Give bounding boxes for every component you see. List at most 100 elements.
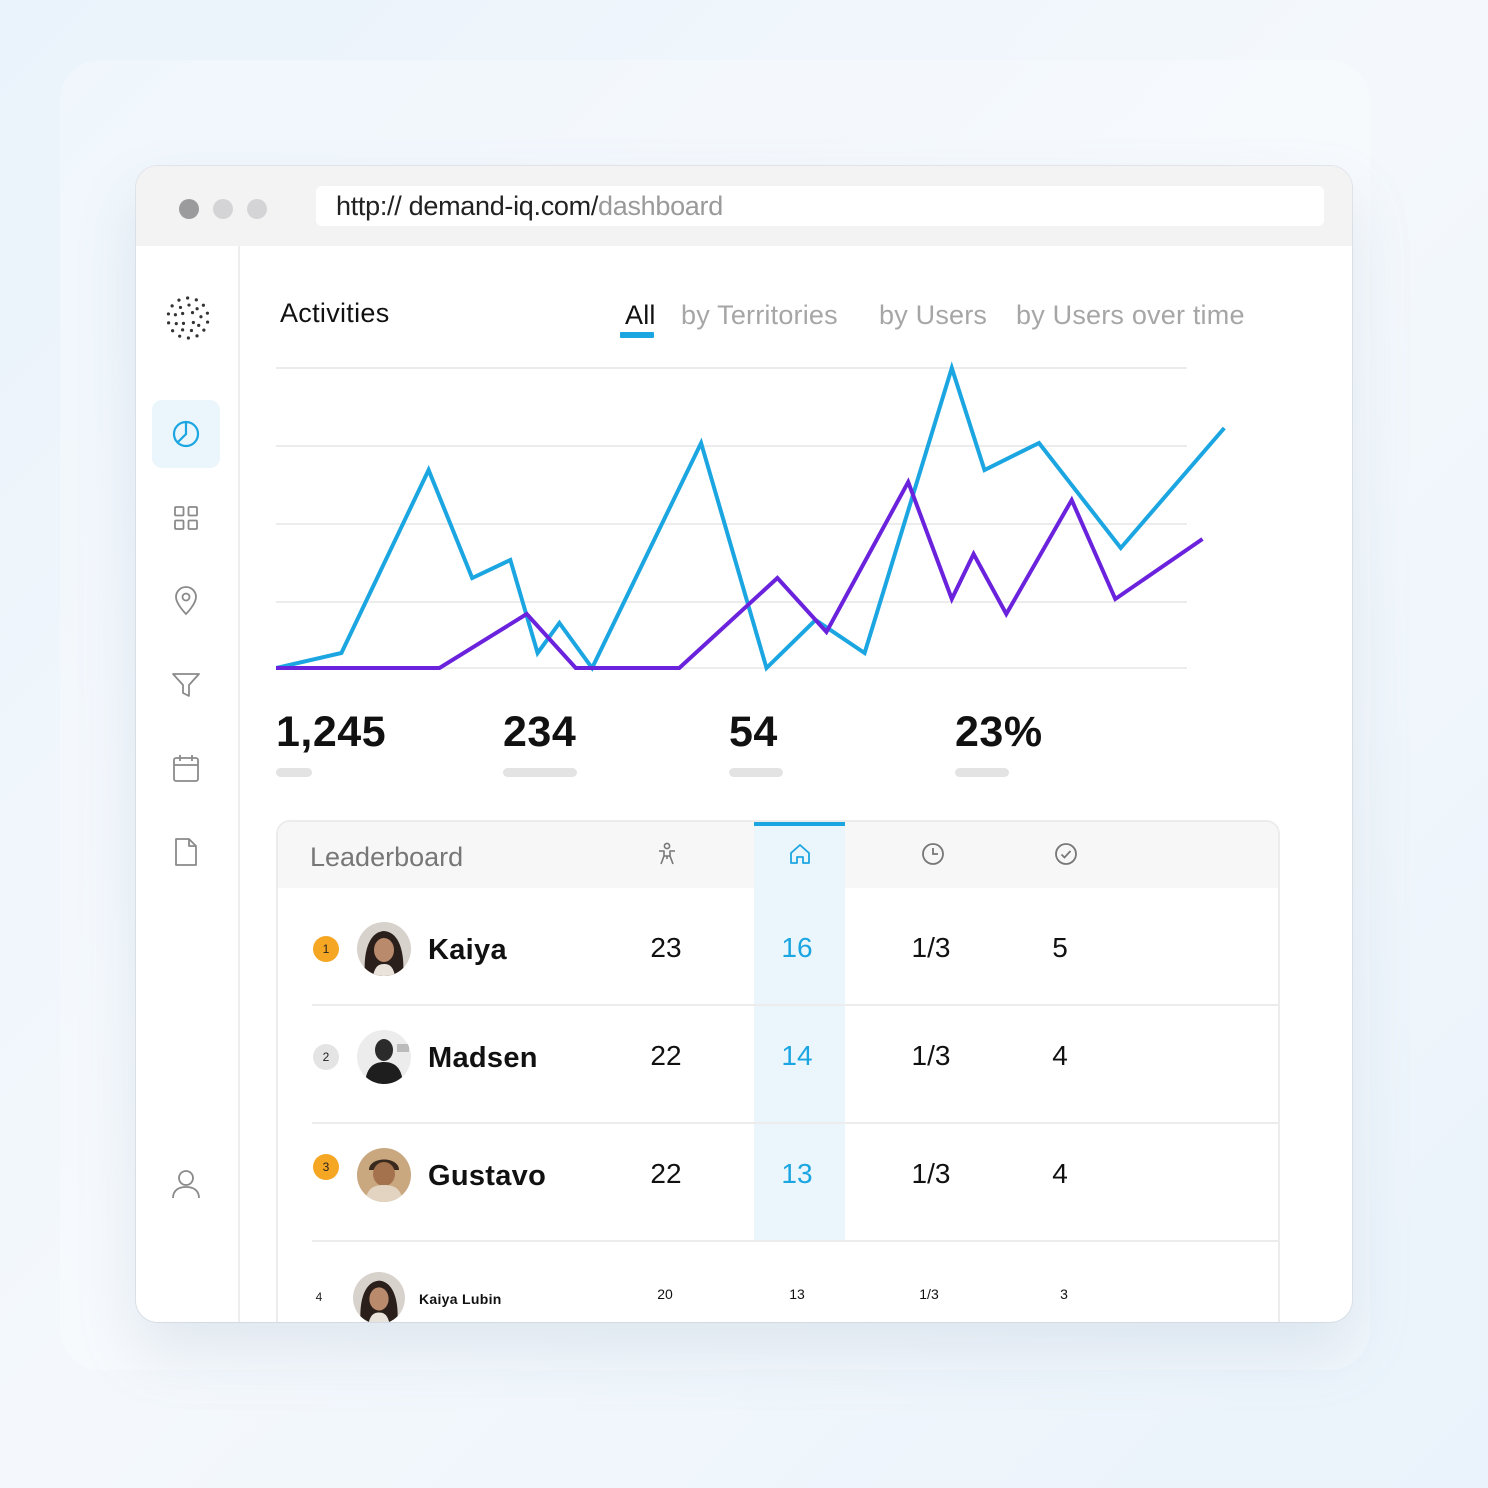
logo-dot [170, 304, 174, 308]
logo-dot [189, 328, 194, 333]
leaderboard-row[interactable]: 4 Kaiya Lubin 20 13 1/3 3 [278, 1272, 1278, 1322]
sidebar-item-map[interactable] [152, 567, 220, 635]
avatar [357, 922, 411, 976]
cell-value: 3 [1060, 1286, 1068, 1302]
logo-dot [201, 303, 205, 307]
rank-badge: 4 [315, 1290, 323, 1304]
logo-dot [195, 334, 199, 338]
logo-dot [166, 321, 171, 325]
rank-badge: 2 [313, 1044, 339, 1070]
cell-value: 22 [650, 1158, 682, 1189]
logo-dot [195, 307, 199, 311]
stat-label-placeholder [503, 768, 577, 777]
rank-badge: 1 [313, 936, 339, 962]
cell-value: 13 [781, 1158, 813, 1189]
check-circle-icon[interactable] [1054, 842, 1078, 866]
address-bar[interactable]: http:// demand-iq.com/dashboard [316, 186, 1324, 226]
row-divider [312, 1122, 1278, 1124]
sidebar [136, 246, 240, 1322]
tab-all[interactable]: All [625, 300, 656, 330]
leaderboard-row[interactable]: 2 Madsen 22 14 1/3 4 [278, 1030, 1278, 1110]
rank-badge: 3 [313, 1154, 339, 1180]
sidebar-item-calendar[interactable] [152, 734, 220, 802]
logo-dot [173, 313, 178, 317]
url-base: http:// demand-iq.com/ [336, 191, 599, 221]
logo-dot [190, 311, 195, 315]
logo-dot [174, 321, 178, 326]
filter-icon [172, 673, 200, 697]
window-maximize-button[interactable] [247, 199, 267, 219]
sidebar-item-profile[interactable] [152, 1150, 220, 1218]
logo-dot [202, 328, 206, 332]
cell-value: 1/3 [911, 1040, 951, 1071]
logo-dot [187, 303, 191, 307]
document-icon [175, 838, 197, 866]
avatar [357, 1148, 411, 1202]
row-divider [312, 1004, 1278, 1006]
user-name: Gustavo [428, 1160, 547, 1192]
browser-titlebar: http:// demand-iq.com/dashboard [136, 166, 1352, 246]
row-divider [312, 1240, 1278, 1242]
logo-dot [166, 312, 171, 316]
chart-series-line-2 [276, 477, 1204, 670]
activities-title: Activities [280, 298, 390, 328]
stat-label-placeholder [276, 768, 312, 777]
url-path: dashboard [598, 191, 723, 221]
user-name: Kaiya Lubin [419, 1291, 502, 1307]
logo-dot [177, 298, 181, 302]
leaderboard-row[interactable]: 3 Gustavo 22 13 1/3 4 [278, 1148, 1278, 1228]
tab-by-users[interactable]: by Users [879, 300, 988, 330]
activities-line-chart [276, 361, 1226, 672]
avatar [357, 1030, 411, 1084]
stat-4: 23% [955, 708, 1043, 777]
sidebar-item-grid[interactable] [152, 484, 220, 552]
logo-dot [186, 296, 190, 300]
leaderboard-title: Leaderboard [310, 842, 464, 872]
browser-window: http:// demand-iq.com/dashboard [136, 166, 1352, 1322]
tab-by-territories[interactable]: by Territories [681, 300, 838, 330]
sidebar-item-dashboard[interactable] [152, 400, 220, 468]
person-icon[interactable] [655, 842, 679, 866]
sidebar-item-documents[interactable] [152, 818, 220, 886]
main-content: Activities All by Territories by Users b… [240, 246, 1352, 1322]
logo-dot [178, 334, 182, 338]
logo-dot [197, 323, 201, 327]
window-minimize-button[interactable] [213, 199, 233, 219]
stat-value: 1,245 [276, 708, 387, 756]
cell-value: 16 [781, 932, 813, 963]
stat-value: 234 [503, 708, 577, 756]
cell-value: 20 [657, 1286, 673, 1302]
user-name: Kaiya [428, 934, 507, 966]
cell-value: 14 [781, 1040, 813, 1071]
cell-value: 23 [650, 932, 682, 963]
tab-by-users-over-time[interactable]: by Users over time [1016, 300, 1245, 330]
logo-dot [178, 305, 183, 310]
grid-icon [174, 506, 198, 530]
user-name: Madsen [428, 1042, 538, 1074]
logo-dot [191, 320, 195, 325]
logo-dot [181, 311, 185, 316]
leaderboard-panel: Leaderboard [276, 820, 1280, 1322]
logo-dot [199, 315, 203, 319]
highlighted-column [754, 822, 845, 1242]
avatar [353, 1272, 405, 1322]
logo-dot [181, 321, 186, 325]
logo-dot [205, 320, 210, 324]
logo-dot [186, 336, 190, 340]
logo-dot [181, 328, 185, 332]
stat-3: 54 [729, 708, 783, 777]
logo-icon[interactable] [166, 296, 210, 340]
cell-value: 4 [1052, 1040, 1068, 1071]
cell-value: 5 [1052, 932, 1068, 963]
location-pin-icon [175, 586, 197, 616]
clock-icon[interactable] [921, 842, 945, 866]
cell-value: 13 [789, 1286, 805, 1302]
stat-value: 54 [729, 708, 778, 756]
home-icon[interactable] [788, 842, 812, 866]
leaderboard-row[interactable]: 1 Kaiya 23 16 1/3 5 [278, 922, 1278, 1002]
logo-dot [205, 311, 210, 315]
user-icon [172, 1170, 200, 1199]
logo-dot [171, 329, 175, 333]
sidebar-item-filter[interactable] [152, 651, 220, 719]
window-close-button[interactable] [179, 199, 199, 219]
